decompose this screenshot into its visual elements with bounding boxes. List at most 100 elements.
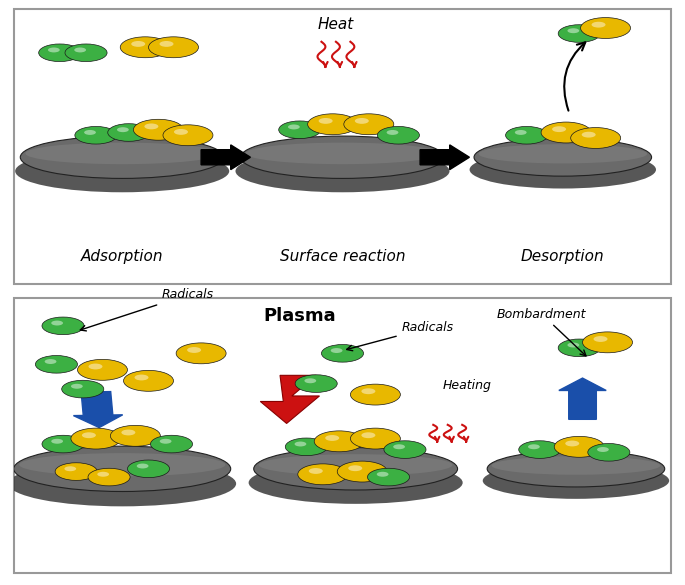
Circle shape: [331, 348, 342, 353]
Circle shape: [541, 122, 591, 143]
Circle shape: [82, 432, 96, 438]
Circle shape: [77, 359, 127, 380]
Circle shape: [176, 343, 226, 364]
Circle shape: [285, 438, 327, 456]
Circle shape: [367, 468, 410, 486]
Ellipse shape: [19, 453, 225, 476]
Ellipse shape: [478, 144, 647, 163]
Circle shape: [304, 378, 316, 383]
Circle shape: [506, 126, 548, 144]
Circle shape: [565, 441, 580, 446]
Circle shape: [348, 465, 362, 471]
Circle shape: [515, 130, 527, 135]
Circle shape: [279, 121, 321, 139]
Circle shape: [558, 25, 600, 42]
Ellipse shape: [246, 143, 439, 164]
Circle shape: [377, 126, 419, 144]
Circle shape: [97, 472, 109, 477]
Circle shape: [74, 47, 86, 53]
Circle shape: [309, 468, 323, 474]
Circle shape: [588, 443, 630, 461]
Circle shape: [362, 432, 375, 438]
Circle shape: [337, 461, 387, 482]
Circle shape: [355, 118, 369, 124]
Ellipse shape: [240, 136, 445, 178]
Circle shape: [45, 359, 56, 364]
Circle shape: [64, 466, 76, 471]
Ellipse shape: [14, 446, 231, 491]
Circle shape: [88, 363, 103, 369]
Ellipse shape: [474, 138, 651, 176]
Circle shape: [51, 439, 63, 443]
Text: Adsorption: Adsorption: [81, 249, 164, 264]
Circle shape: [55, 463, 97, 480]
Circle shape: [288, 125, 300, 129]
Text: Heat: Heat: [318, 17, 354, 32]
Circle shape: [314, 431, 364, 452]
Ellipse shape: [483, 463, 669, 499]
Circle shape: [295, 442, 306, 446]
Circle shape: [351, 428, 400, 449]
Ellipse shape: [25, 143, 219, 164]
Circle shape: [134, 119, 184, 140]
Circle shape: [88, 468, 130, 486]
Circle shape: [48, 47, 60, 53]
Text: Heating: Heating: [443, 379, 492, 392]
Circle shape: [160, 439, 171, 443]
Text: Surface reaction: Surface reaction: [279, 249, 406, 264]
Ellipse shape: [8, 461, 236, 507]
Circle shape: [558, 339, 600, 357]
Circle shape: [567, 343, 580, 347]
FancyArrow shape: [559, 378, 606, 419]
FancyBboxPatch shape: [14, 298, 671, 573]
Circle shape: [187, 347, 201, 353]
Polygon shape: [260, 376, 319, 424]
Circle shape: [132, 41, 145, 47]
Circle shape: [36, 356, 77, 373]
Circle shape: [308, 114, 358, 135]
Circle shape: [567, 28, 580, 33]
Circle shape: [84, 130, 96, 135]
Text: Radicals: Radicals: [347, 321, 453, 351]
Circle shape: [344, 114, 394, 135]
Ellipse shape: [259, 454, 453, 476]
Circle shape: [351, 384, 400, 405]
Circle shape: [145, 123, 158, 129]
Circle shape: [528, 444, 540, 449]
Ellipse shape: [492, 456, 660, 475]
Circle shape: [592, 22, 606, 27]
Circle shape: [134, 374, 149, 380]
Circle shape: [163, 125, 213, 146]
Ellipse shape: [236, 150, 449, 192]
Circle shape: [42, 435, 84, 453]
Circle shape: [571, 128, 621, 149]
Text: Plasma: Plasma: [264, 307, 336, 325]
Circle shape: [71, 384, 83, 388]
Circle shape: [137, 463, 149, 469]
Circle shape: [319, 118, 333, 124]
Ellipse shape: [253, 448, 458, 490]
Circle shape: [42, 317, 84, 335]
Circle shape: [160, 41, 173, 47]
Circle shape: [386, 130, 399, 135]
Circle shape: [65, 44, 107, 61]
Text: Desorption: Desorption: [521, 249, 605, 264]
FancyArrow shape: [201, 145, 251, 170]
Circle shape: [51, 321, 63, 325]
Text: Bombardment: Bombardment: [497, 308, 586, 356]
Circle shape: [62, 380, 104, 398]
Circle shape: [174, 129, 188, 135]
Circle shape: [123, 370, 173, 391]
Ellipse shape: [470, 151, 656, 188]
Circle shape: [108, 123, 150, 142]
Circle shape: [519, 441, 561, 459]
Circle shape: [127, 460, 170, 477]
FancyBboxPatch shape: [14, 9, 671, 284]
Circle shape: [151, 435, 192, 453]
Circle shape: [554, 436, 604, 457]
Circle shape: [582, 332, 632, 353]
Circle shape: [121, 429, 136, 435]
Circle shape: [75, 126, 117, 144]
Circle shape: [325, 435, 339, 441]
Circle shape: [110, 425, 160, 446]
